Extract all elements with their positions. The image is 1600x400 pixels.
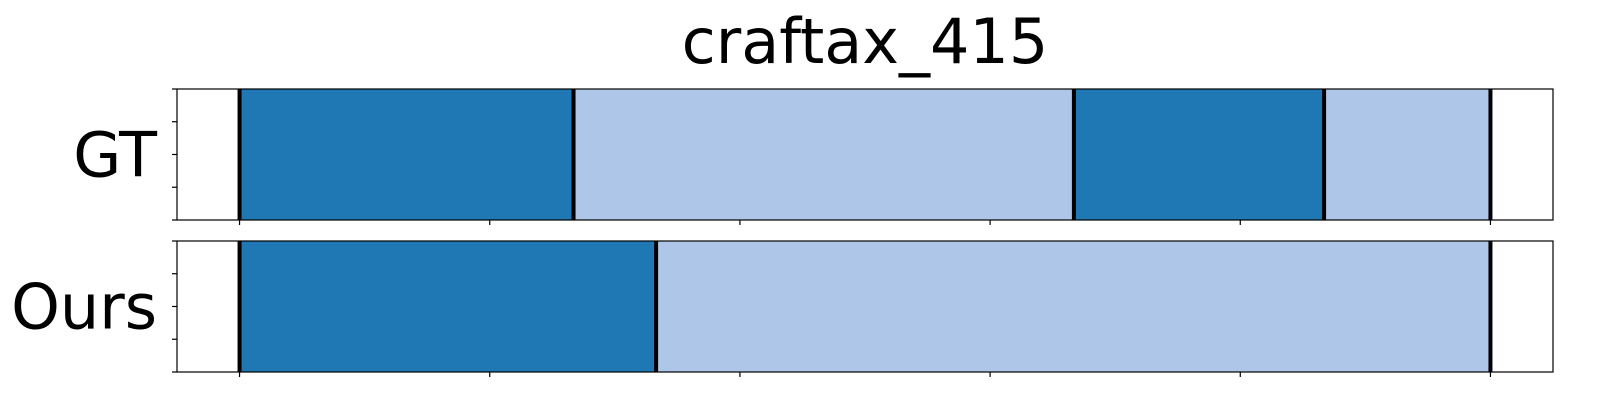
row-ours: Ours: [11, 240, 1554, 377]
segment-bar: [1073, 89, 1325, 220]
row-label: Ours: [11, 271, 157, 344]
segment-bar: [239, 241, 657, 372]
row-label: GT: [73, 119, 158, 192]
segment-bar: [573, 89, 1074, 220]
segment-bar: [656, 241, 1491, 372]
segment-bar: [1324, 89, 1491, 220]
row-gt: GT: [73, 88, 1554, 225]
chart-title: craftax_415: [682, 5, 1049, 78]
segment-bar: [239, 89, 574, 220]
